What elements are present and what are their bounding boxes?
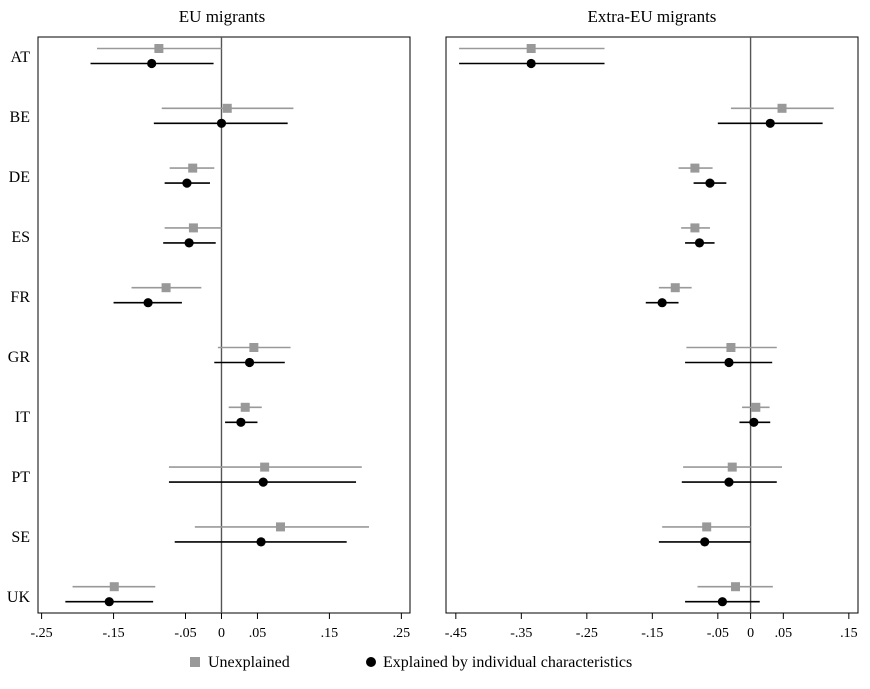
point-unexplained-be — [222, 103, 232, 113]
point-unexplained-fr — [161, 283, 171, 293]
point-unexplained-fr — [670, 283, 680, 293]
point-unexplained-se — [702, 522, 712, 532]
point-unexplained-se — [275, 522, 285, 532]
point-explained-se — [700, 537, 710, 547]
country-label-de: DE — [9, 169, 30, 186]
point-explained-be — [765, 118, 775, 128]
point-explained-pt — [724, 477, 734, 487]
legend-explained-marker — [366, 657, 376, 667]
point-unexplained-de — [188, 163, 198, 173]
point-unexplained-pt — [727, 462, 737, 472]
point-unexplained-gr — [249, 343, 259, 352]
point-explained-it — [236, 417, 246, 427]
point-unexplained-es — [188, 223, 198, 233]
panel-eu-migrants: EU migrants AT BE DE ES FR GR IT PT SE U… — [7, 7, 411, 641]
x-tick-label: -.25 — [576, 626, 598, 641]
plot-frame — [37, 36, 411, 614]
point-unexplained-gr — [726, 343, 736, 352]
legend-unexplained-marker — [190, 657, 200, 667]
country-label-at: AT — [10, 49, 30, 66]
point-explained-es — [184, 238, 194, 248]
point-unexplained-be — [777, 103, 787, 113]
x-tick-label: -.05 — [707, 626, 729, 641]
point-unexplained-de — [690, 163, 700, 173]
country-label-fr: FR — [10, 289, 30, 306]
point-explained-at — [526, 58, 536, 69]
point-explained-de — [705, 178, 715, 188]
legend: Unexplained Explained by individual char… — [190, 654, 632, 671]
point-explained-gr — [244, 357, 255, 368]
point-explained-uk — [717, 597, 728, 607]
x-tick-label: .15 — [321, 626, 339, 641]
panel-extra-eu-migrants: Extra-EU migrants -.45 -.35 -.25 -.15 -.05 0.… — [445, 7, 859, 641]
point-explained-gr — [724, 357, 734, 368]
point-unexplained-it — [751, 402, 761, 412]
x-axis: -.25 -.15 -.05 0 .05 .15 .25 — [31, 613, 411, 641]
country-labels: AT BE DE ES FR GR IT PT SE UK — [7, 49, 31, 606]
x-tick-label: -.45 — [445, 626, 467, 641]
point-unexplained-uk — [109, 582, 119, 592]
legend-explained-label: Explained by individual characteristics — [383, 654, 632, 671]
point-explained-es — [694, 238, 705, 248]
country-label-se: SE — [11, 529, 30, 546]
point-unexplained-at — [154, 44, 164, 53]
country-label-uk: UK — [7, 589, 31, 606]
x-axis: -.45 -.35 -.25 -.15 -.05 0 .05 .15 — [445, 613, 858, 641]
data-marks — [65, 44, 369, 607]
country-label-be: BE — [10, 109, 30, 126]
point-explained-fr — [657, 298, 667, 308]
legend-unexplained-label: Unexplained — [208, 654, 290, 671]
x-tick-label: .05 — [775, 626, 793, 641]
point-explained-fr — [143, 298, 153, 308]
point-unexplained-es — [690, 223, 700, 233]
point-explained-pt — [258, 477, 268, 487]
x-tick-label: -.15 — [102, 626, 124, 641]
point-explained-uk — [104, 597, 114, 607]
point-explained-de — [182, 178, 192, 188]
panel-title: Extra-EU migrants — [588, 7, 717, 26]
point-unexplained-at — [526, 44, 536, 53]
country-label-it: IT — [15, 409, 30, 426]
country-label-pt: PT — [11, 469, 30, 486]
x-tick-label: -.35 — [510, 626, 532, 641]
x-tick-label: 0 — [747, 626, 754, 641]
x-tick-label: -.25 — [31, 626, 53, 641]
panel-title: EU migrants — [179, 7, 265, 26]
x-tick-label: -.15 — [641, 626, 663, 641]
point-explained-se — [256, 537, 266, 547]
x-tick-label: -.05 — [174, 626, 196, 641]
point-explained-be — [216, 118, 227, 128]
point-explained-it — [749, 417, 759, 427]
point-explained-at — [147, 58, 157, 69]
data-marks — [459, 44, 834, 607]
x-tick-label: .05 — [249, 626, 267, 641]
point-unexplained-it — [240, 402, 250, 412]
country-label-gr: GR — [8, 349, 31, 366]
point-unexplained-uk — [731, 582, 741, 592]
x-tick-label: 0 — [218, 626, 225, 641]
x-tick-label: .15 — [840, 626, 858, 641]
x-tick-label: .25 — [393, 626, 411, 641]
country-label-es: ES — [11, 229, 30, 246]
point-unexplained-pt — [260, 462, 270, 472]
